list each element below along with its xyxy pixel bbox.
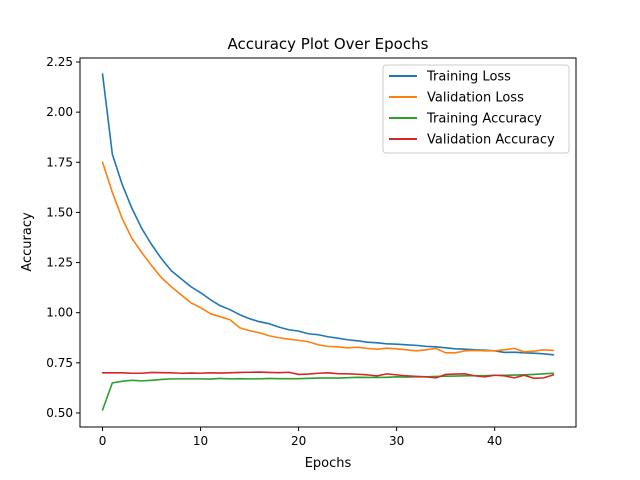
series-line-validation-accuracy [101, 371, 555, 380]
x-tick-label: 10 [193, 434, 208, 448]
x-tick-label: 40 [487, 434, 502, 448]
y-axis-label: Accuracy [20, 212, 35, 272]
legend-box [382, 64, 570, 154]
legend-label-training-loss: Training Loss [426, 70, 511, 85]
series-layer [101, 73, 555, 411]
y-tick-label: 1.75 [46, 155, 73, 169]
x-tick-label: 20 [291, 434, 306, 448]
series-line-validation-loss [101, 161, 555, 354]
x-tick-label: 30 [389, 434, 404, 448]
legend: Training Loss Validation Loss Training Acc… [382, 64, 570, 154]
y-tick-label: 1.50 [46, 205, 73, 219]
chart-title: Accuracy Plot Over Epochs [228, 35, 429, 53]
y-tick-label: 2.00 [46, 105, 73, 119]
y-tick-label: 1.25 [46, 256, 73, 270]
y-tick-label: 0.50 [46, 406, 73, 420]
x-tick-label: 0 [99, 434, 107, 448]
y-tick-label: 1.00 [46, 306, 73, 320]
plot-frame [79, 57, 577, 428]
legend-label-training-accuracy: Training Accuracy [426, 112, 542, 127]
x-axis-label: Epochs [305, 456, 352, 471]
legend-label-validation-accuracy: Validation Accuracy [427, 133, 555, 148]
y-tick-label: 2.25 [46, 55, 73, 69]
legend-label-validation-loss: Validation Loss [427, 91, 524, 106]
y-tick-label: 0.75 [46, 356, 73, 370]
ticks-layer: 0 10 20 30 40 0.50 0.75 1.00 1.25 1.50 1.75 2.00 2.2… [46, 55, 502, 448]
